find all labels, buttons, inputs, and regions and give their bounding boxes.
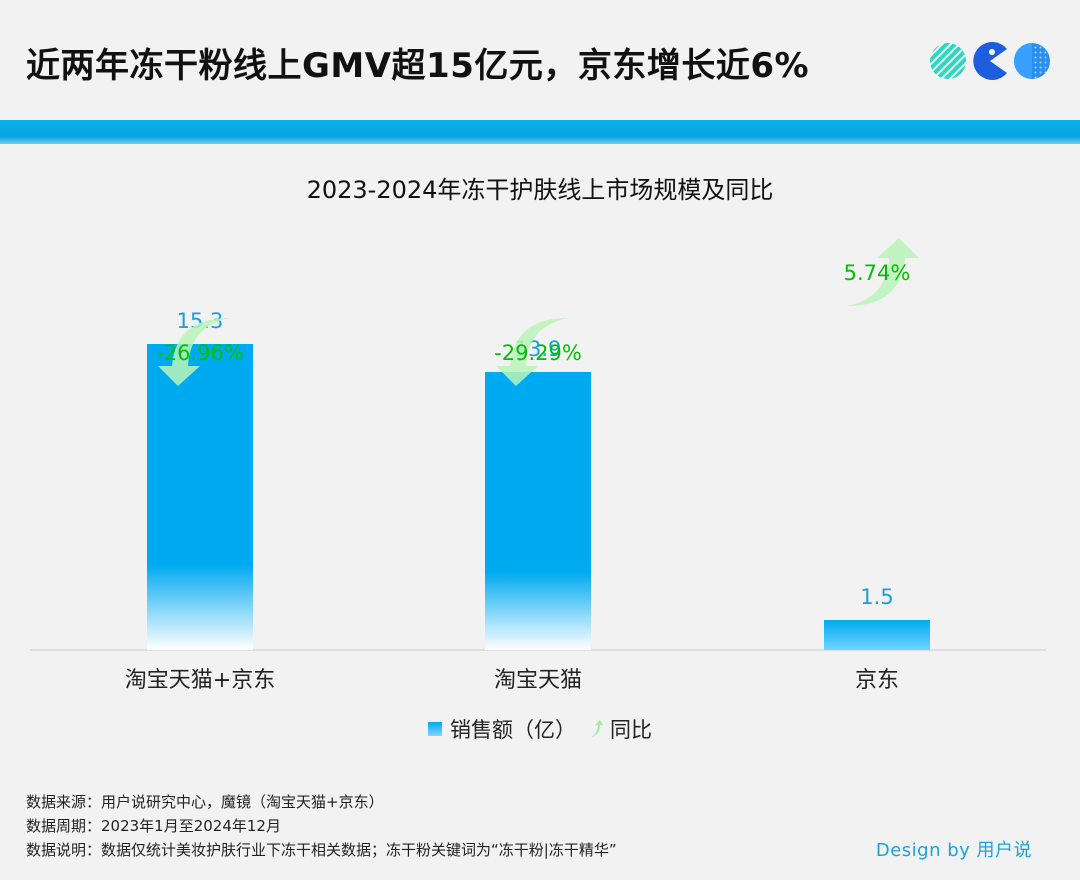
legend-item-sales: 销售额（亿） [428,714,576,744]
headline: 近两年冻干粉线上GMV超15亿元，京东增长近6% [26,46,810,86]
growth-down-arrow [158,318,230,386]
header-band [0,120,1080,144]
bar-2 [485,372,591,650]
growth-up-arrow [847,238,919,306]
yoy-value-label: -26.96% [156,341,244,365]
legend-label-sales: 销售额（亿） [450,718,576,742]
growth-down-arrow [496,318,568,386]
legend-item-yoy: 同比 [588,714,652,744]
data-note: 数据说明：数据仅统计美妆护肤行业下冻干相关数据；冻干粉关键词为“冻干粉|冻干精华… [26,841,617,859]
yoy-value-label: 5.74% [844,261,911,285]
legend-swatch-sales [428,722,442,736]
footer-notes: 数据来源：用户说研究中心，魔镜（淘宝天猫+京东） 数据周期：2023年1月至20… [26,790,617,862]
bar-1 [147,344,253,650]
category-tick-label: 淘宝天猫 [494,668,582,693]
bar-value-label: 1.5 [860,585,893,609]
header: 近两年冻干粉线上GMV超15亿元，京东增长近6% [0,0,1080,120]
legend-label-yoy: 同比 [610,718,652,742]
bar-3 [824,620,930,650]
category-tick-label: 京东 [855,668,899,693]
yoy-value-label: -29.29% [494,341,582,365]
brand-logo-icon [930,42,1050,80]
design-credit: Design by 用户说 [875,840,1032,861]
data-period: 数据周期：2023年1月至2024年12月 [26,817,281,835]
category-tick-label: 淘宝天猫+京东 [125,668,275,693]
data-source: 数据来源：用户说研究中心，魔镜（淘宝天猫+京东） [26,793,384,811]
up-arrow-icon [591,720,603,737]
legend: 销售额（亿） 同比 [0,714,1080,744]
chart-title: 2023-2024年冻干护肤线上市场规模及同比 [306,176,774,204]
